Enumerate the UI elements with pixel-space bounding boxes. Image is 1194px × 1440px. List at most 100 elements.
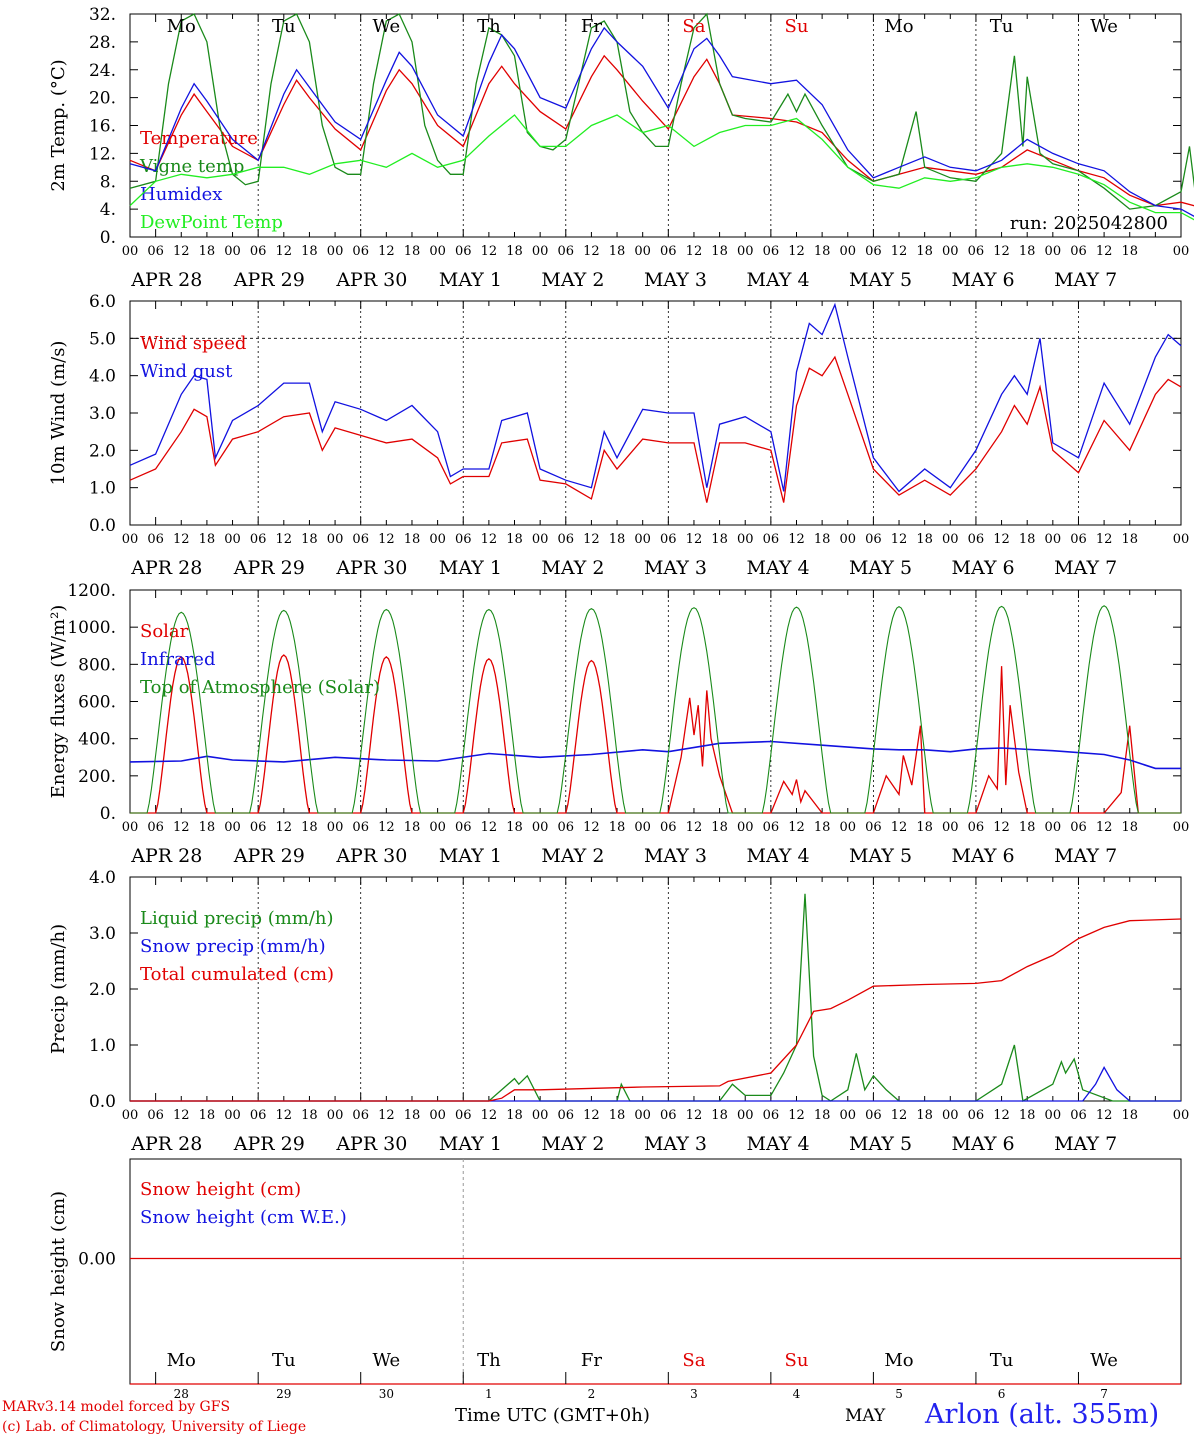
y-tick-label: 200. — [78, 767, 116, 787]
hour-label: 12 — [583, 1108, 600, 1123]
hour-label: 18 — [301, 532, 318, 547]
hour-label: 06 — [865, 244, 882, 259]
hour-label: 18 — [609, 532, 626, 547]
date-label: MAY 2 — [541, 269, 604, 291]
legend-total-cumulated-cm-: Total cumulated (cm) — [140, 964, 334, 985]
date-label: APR 29 — [233, 557, 305, 579]
y-axis-label: 10m Wind (m/s) — [48, 341, 69, 486]
y-tick-label: 12. — [89, 144, 116, 164]
hour-label: 12 — [1096, 820, 1113, 835]
y-tick-label: 20. — [89, 89, 116, 109]
hour-label: 00 — [532, 532, 549, 547]
hour-label: 06 — [763, 244, 780, 259]
hour-label: 00 — [634, 820, 651, 835]
legend-snow-height-cm-w-e-: Snow height (cm W.E.) — [140, 1207, 347, 1228]
y-tick-label: 24. — [89, 61, 116, 81]
date-label: MAY 2 — [541, 557, 604, 579]
hour-label: 06 — [147, 1108, 164, 1123]
hour-label: 06 — [660, 244, 677, 259]
hour-label: 18 — [404, 244, 421, 259]
weekday-label: Tu — [272, 16, 296, 37]
hour-label: 06 — [660, 1108, 677, 1123]
hour-label: 00 — [737, 820, 754, 835]
weekday-label: Tu — [272, 1350, 296, 1371]
legend-wind-speed: Wind speed — [140, 333, 246, 354]
y-tick-label: 2.0 — [89, 980, 116, 1000]
series-wind-gust — [129, 302, 1182, 493]
hour-label: 12 — [378, 532, 395, 547]
date-label: MAY 1 — [439, 845, 502, 867]
date-label: APR 30 — [335, 845, 407, 867]
run-annotation: run: 2025042800 — [1010, 213, 1168, 234]
hour-label: 00 — [122, 1108, 139, 1123]
hour-label: 12 — [583, 532, 600, 547]
hour-label: 06 — [558, 820, 575, 835]
hour-label: 06 — [763, 1108, 780, 1123]
hour-label: 06 — [1070, 820, 1087, 835]
hour-label: 06 — [558, 244, 575, 259]
hour-label: 18 — [814, 532, 831, 547]
date-label: MAY 3 — [644, 1133, 707, 1155]
hour-label: 00 — [122, 244, 139, 259]
y-tick-label: 2.0 — [89, 441, 116, 461]
date-label: MAY 7 — [1054, 1133, 1117, 1155]
hour-label: 12 — [686, 820, 703, 835]
legend-dewpoint-temp: DewPoint Temp — [140, 212, 283, 233]
hour-label: 12 — [481, 532, 498, 547]
hour-label: 06 — [763, 820, 780, 835]
day-number: 30 — [379, 1387, 394, 1401]
hour-label: 12 — [378, 1108, 395, 1123]
hour-label: 06 — [147, 820, 164, 835]
weekday-label: Su — [785, 16, 809, 37]
day-number: 1 — [485, 1387, 493, 1401]
hour-label: 00 — [634, 532, 651, 547]
hour-label: 12 — [1096, 532, 1113, 547]
hour-label: 06 — [558, 1108, 575, 1123]
hour-label: 18 — [199, 820, 216, 835]
date-label: MAY 3 — [644, 845, 707, 867]
hour-label: 06 — [455, 532, 472, 547]
hour-label: 06 — [147, 532, 164, 547]
hour-label: 18 — [404, 1108, 421, 1123]
hour-label: 00 — [532, 244, 549, 259]
hour-label: 06 — [660, 532, 677, 547]
day-number: 29 — [276, 1387, 291, 1401]
hour-label: 06 — [352, 1108, 369, 1123]
date-label: MAY 5 — [849, 269, 912, 291]
y-tick-label: 1.0 — [89, 479, 116, 499]
date-label: MAY 4 — [746, 1133, 809, 1155]
y-tick-label: 0.0 — [89, 516, 116, 536]
date-label: MAY 7 — [1054, 845, 1117, 867]
hour-label: 12 — [276, 532, 293, 547]
date-label: MAY 5 — [849, 557, 912, 579]
hour-label: 12 — [686, 532, 703, 547]
hour-label: 12 — [993, 532, 1010, 547]
hour-label: 12 — [891, 820, 908, 835]
hour-label: 06 — [455, 820, 472, 835]
hour-label: 00 — [1045, 532, 1062, 547]
hour-label: 18 — [301, 820, 318, 835]
hour-label: 18 — [506, 820, 523, 835]
date-label: MAY 4 — [746, 269, 809, 291]
hour-label: 12 — [173, 244, 190, 259]
date-label: APR 29 — [233, 269, 305, 291]
y-tick-label: 600. — [78, 693, 116, 713]
y-tick-label: 32. — [89, 5, 116, 25]
weekday-label: Mo — [167, 1350, 196, 1371]
weekday-label: Su — [785, 1350, 809, 1371]
y-axis-label: 2m Temp. (°C) — [48, 59, 69, 191]
hour-label: 00 — [1173, 820, 1190, 835]
date-label: MAY 6 — [952, 1133, 1015, 1155]
date-label: MAY 7 — [1054, 557, 1117, 579]
hour-label: 18 — [1121, 820, 1138, 835]
y-tick-label: 28. — [89, 33, 116, 53]
date-label: APR 30 — [335, 557, 407, 579]
hour-label: 12 — [891, 244, 908, 259]
hour-label: 00 — [327, 1108, 344, 1123]
date-label: MAY 5 — [849, 845, 912, 867]
hour-label: 00 — [737, 244, 754, 259]
hour-label: 06 — [352, 532, 369, 547]
weekday-label: Th — [477, 1350, 501, 1371]
day-number: 6 — [998, 1387, 1006, 1401]
